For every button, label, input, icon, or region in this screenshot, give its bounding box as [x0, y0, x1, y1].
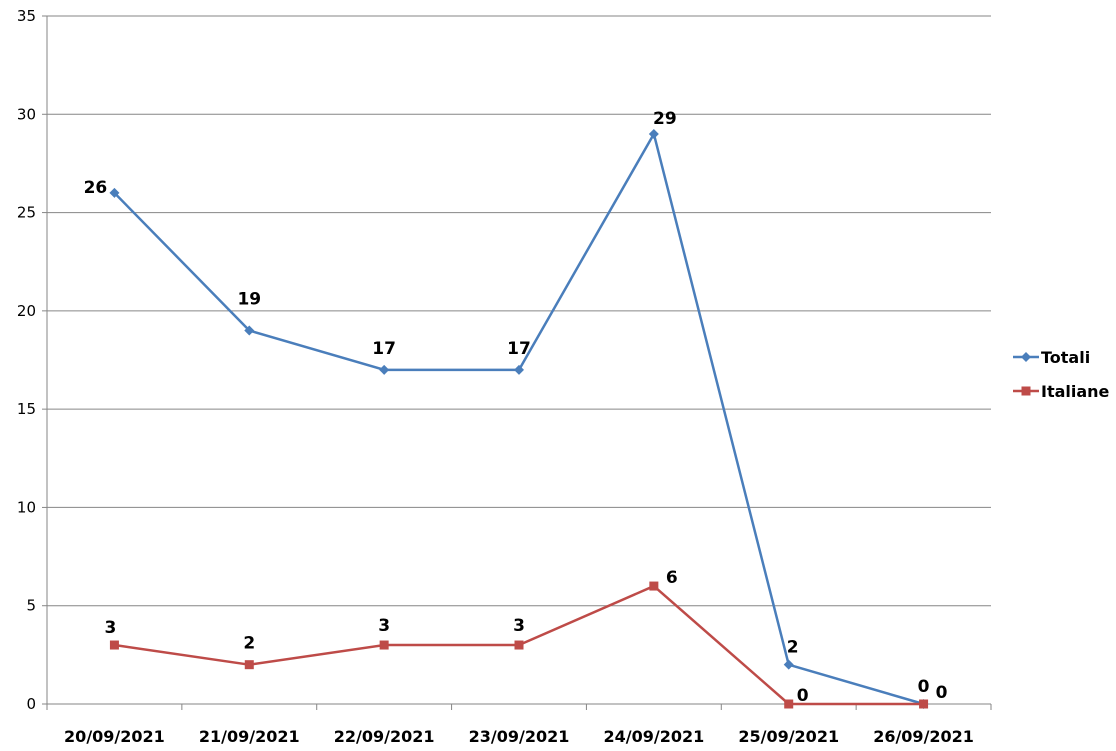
data-point-italiane: [919, 699, 929, 709]
data-label-italiane: 3: [513, 616, 525, 636]
data-label-totali: 17: [372, 339, 396, 359]
y-tick-label: 25: [17, 204, 36, 222]
data-label-italiane: 2: [243, 634, 255, 654]
data-label-totali: 26: [84, 178, 108, 198]
x-tick-label: 25/09/2021: [738, 727, 839, 746]
data-point-italiane: [244, 660, 254, 670]
x-tick-label: 21/09/2021: [199, 727, 300, 746]
data-point-italiane: [379, 640, 389, 650]
data-label-totali: 19: [237, 290, 261, 310]
x-tick-label: 20/09/2021: [64, 727, 165, 746]
data-point-italiane: [514, 640, 524, 650]
y-tick-label: 35: [17, 7, 36, 25]
y-tick-label: 5: [26, 597, 36, 615]
legend-marker-totali: [1021, 352, 1031, 362]
data-label-totali: 2: [787, 638, 799, 658]
legend-label-totali: Totali: [1041, 348, 1090, 367]
x-tick-label: 24/09/2021: [603, 727, 704, 746]
data-label-italiane: 0: [936, 683, 948, 703]
data-label-totali: 0: [918, 677, 930, 697]
data-label-italiane: 3: [378, 616, 390, 636]
data-point-italiane: [649, 581, 659, 591]
data-point-italiane: [784, 699, 794, 709]
data-point-totali: [244, 325, 255, 336]
legend-label-italiane: Italiane: [1041, 382, 1110, 401]
series-lines: [109, 128, 929, 709]
y-tick-label: 0: [26, 695, 36, 713]
x-tick-label: 26/09/2021: [873, 727, 974, 746]
gridlines: [47, 15, 991, 607]
data-label-totali: 29: [653, 109, 677, 129]
y-tick-label: 15: [17, 400, 36, 418]
data-point-totali: [514, 364, 524, 375]
data-label-italiane: 0: [797, 686, 809, 706]
data-label-totali: 17: [507, 339, 531, 359]
x-tick-label: 23/09/2021: [469, 727, 570, 746]
x-tick-label: 22/09/2021: [334, 727, 435, 746]
data-point-italiane: [109, 640, 119, 650]
legend-marker-italiane: [1021, 386, 1031, 396]
y-tick-label: 20: [17, 302, 36, 320]
y-tick-label: 30: [17, 105, 36, 123]
legend: Totali Italiane: [1013, 348, 1110, 401]
data-point-totali: [109, 187, 120, 198]
data-label-italiane: 3: [105, 618, 117, 638]
data-point-totali: [648, 128, 659, 139]
data-point-totali: [379, 364, 390, 375]
data-label-italiane: 6: [666, 568, 678, 588]
data-point-totali: [783, 659, 794, 670]
y-tick-label: 10: [17, 498, 36, 516]
